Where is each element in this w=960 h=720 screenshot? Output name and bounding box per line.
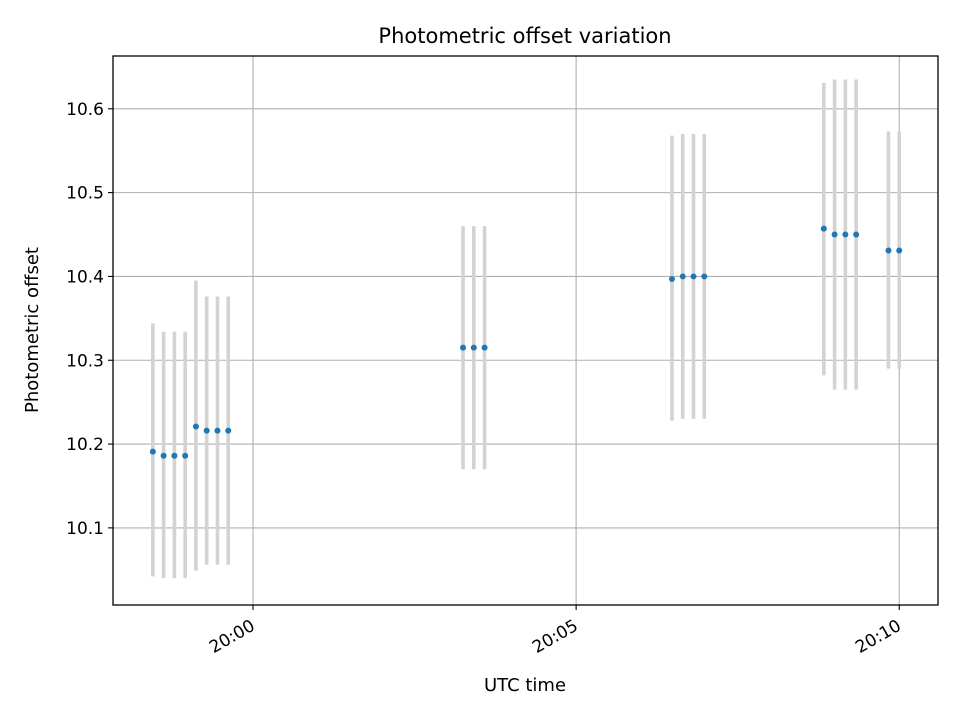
data-point	[701, 273, 708, 280]
y-tick-label: 10.2	[66, 435, 104, 455]
y-tick-label: 10.6	[66, 100, 104, 120]
data-point	[820, 225, 827, 232]
chart-title: Photometric offset variation	[378, 24, 671, 48]
axis-ticks	[108, 108, 900, 610]
data-point	[149, 448, 156, 455]
data-point	[668, 275, 675, 282]
data-point	[690, 273, 697, 280]
data-point	[182, 452, 189, 459]
data-point	[225, 427, 232, 434]
data-point	[460, 344, 467, 351]
data-point	[470, 344, 477, 351]
data-point	[853, 231, 860, 238]
data-point	[214, 427, 221, 434]
y-tick-label: 10.1	[66, 519, 104, 539]
data-point	[831, 231, 838, 238]
data-points	[149, 225, 903, 459]
plot-frame	[112, 55, 939, 606]
data-point	[171, 452, 178, 459]
y-tick-label: 10.3	[66, 351, 104, 371]
y-tick-label: 10.5	[66, 184, 104, 204]
data-point	[481, 344, 488, 351]
y-axis-title: Photometric offset	[22, 247, 43, 413]
data-point	[192, 423, 199, 430]
data-point	[203, 427, 210, 434]
data-point	[885, 247, 892, 254]
data-point	[896, 247, 903, 254]
data-point	[842, 231, 849, 238]
x-axis-title: UTC time	[484, 675, 566, 696]
y-tick-label: 10.4	[66, 267, 104, 287]
data-point	[160, 452, 167, 459]
data-point	[679, 273, 686, 280]
